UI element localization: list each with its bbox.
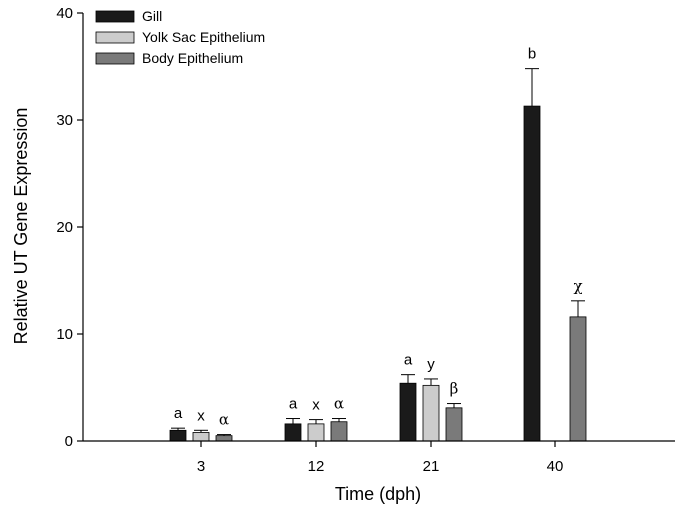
bar	[445, 407, 463, 442]
bar	[307, 423, 325, 442]
significance-label: a	[174, 405, 183, 422]
y-tick-label: 20	[56, 219, 73, 236]
legend-label: Body Epithelium	[142, 50, 243, 66]
x-axis-title: Time (dph)	[335, 484, 421, 504]
significance-label: χ	[573, 277, 582, 295]
x-tick-label: 40	[547, 458, 564, 475]
bar	[215, 435, 233, 442]
y-tick-label: 0	[65, 433, 73, 450]
bar	[169, 429, 187, 442]
significance-label: α	[219, 411, 229, 429]
bar	[192, 432, 210, 442]
bar	[523, 105, 541, 442]
axes-group: 0 10 20 30 40 3 12 21 40	[56, 5, 675, 475]
x-tick-label: 12	[308, 458, 325, 475]
legend-label: Yolk Sac Epithelium	[142, 29, 265, 45]
significance-label: a	[289, 396, 298, 413]
significance-label: β	[450, 380, 459, 398]
significance-label: α	[334, 395, 344, 413]
legend: Gill Yolk Sac Epithelium Body Epithelium	[95, 8, 265, 66]
significance-label: x	[312, 397, 320, 414]
bar	[330, 421, 348, 442]
bar	[284, 423, 302, 442]
y-tick-label: 10	[56, 326, 73, 343]
y-tick-label: 30	[56, 112, 73, 129]
legend-swatch	[95, 52, 135, 65]
bar	[569, 316, 587, 442]
legend-label: Gill	[142, 8, 162, 24]
bar	[399, 382, 417, 442]
significance-label: y	[427, 356, 435, 373]
y-axis-title: Relative UT Gene Expression	[11, 108, 31, 345]
legend-swatch	[95, 10, 135, 23]
significance-label: a	[404, 352, 413, 369]
significance-label: b	[528, 46, 536, 63]
x-tick-label: 3	[197, 458, 205, 475]
x-tick-label: 21	[423, 458, 440, 475]
significance-label: x	[197, 407, 205, 424]
bar	[422, 384, 440, 442]
y-tick-label: 40	[56, 5, 73, 22]
legend-swatch	[95, 31, 135, 44]
